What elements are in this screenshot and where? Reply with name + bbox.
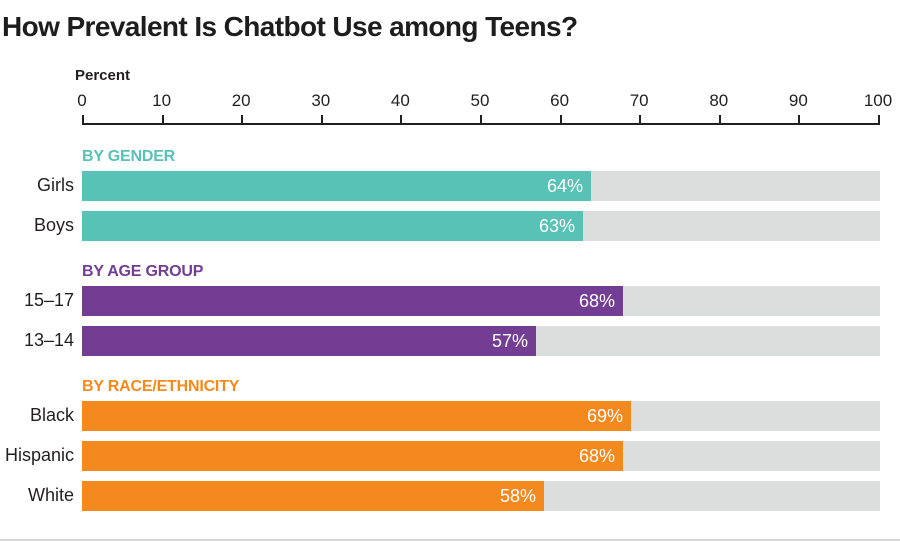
bar-fill: 68% bbox=[82, 286, 623, 316]
chart-title: How Prevalent Is Chatbot Use among Teens… bbox=[2, 11, 578, 42]
axis-tick-mark bbox=[241, 115, 244, 123]
bar-value-label: 68% bbox=[578, 446, 615, 466]
bar-fill: 58% bbox=[82, 481, 544, 511]
bar-value-label: 68% bbox=[578, 291, 615, 311]
axis-tick-mark bbox=[320, 115, 323, 123]
bar-fill: 68% bbox=[82, 441, 623, 471]
axis-tick-label: 10 bbox=[152, 91, 172, 110]
axis-tick-label: 0 bbox=[77, 91, 87, 110]
bar-track: 69% bbox=[82, 401, 880, 431]
axis-tick-mark bbox=[878, 115, 880, 123]
bar-fill: 57% bbox=[82, 326, 536, 356]
axis-tick-mark bbox=[718, 115, 721, 123]
bar-track: 64% bbox=[82, 171, 880, 201]
axis-tick-mark bbox=[480, 115, 482, 123]
axis-line bbox=[82, 123, 880, 125]
bar-track: 68% bbox=[82, 286, 880, 316]
axis-tick-mark bbox=[639, 115, 642, 123]
row-label: Girls bbox=[37, 175, 74, 195]
axis-tick-label: 40 bbox=[390, 91, 410, 110]
axis-tick-mark bbox=[400, 115, 403, 123]
bar-track: 58% bbox=[82, 481, 880, 511]
axis-tick-label: 80 bbox=[709, 91, 729, 110]
row-label: White bbox=[27, 485, 74, 505]
axis-tick-mark bbox=[798, 115, 801, 123]
row-label: Black bbox=[29, 405, 74, 425]
bar-track: 63% bbox=[82, 211, 880, 241]
bar-value-label: 64% bbox=[546, 176, 583, 196]
axis-tick-label: 90 bbox=[788, 91, 808, 110]
axis-tick-mark bbox=[82, 115, 84, 123]
bar-track: 57% bbox=[82, 326, 880, 356]
bar-value-label: 58% bbox=[499, 486, 536, 506]
bottom-divider bbox=[0, 539, 900, 541]
bar-value-label: 69% bbox=[586, 406, 623, 426]
section-header: BY GENDER bbox=[82, 148, 176, 165]
row-label: Hispanic bbox=[4, 445, 74, 465]
section-header: BY AGE GROUP bbox=[82, 263, 204, 280]
row-label: Boys bbox=[33, 215, 74, 235]
axis-unit-label: Percent bbox=[75, 67, 131, 84]
row-label: 13–14 bbox=[23, 330, 74, 350]
axis-tick-label: 50 bbox=[470, 91, 490, 110]
axis-tick-mark bbox=[559, 115, 562, 123]
bar-fill: 63% bbox=[82, 211, 583, 241]
bar-value-label: 63% bbox=[538, 216, 575, 236]
axis-tick-label: 30 bbox=[311, 91, 331, 110]
bar-value-label: 57% bbox=[491, 331, 528, 351]
axis-tick-label: 70 bbox=[629, 91, 649, 110]
bar-track: 68% bbox=[82, 441, 880, 471]
axis-tick-mark bbox=[161, 115, 164, 123]
axis-tick-label: 100 bbox=[863, 91, 893, 110]
section-header: BY RACE/ETHNICITY bbox=[82, 378, 240, 395]
axis-tick-label: 60 bbox=[550, 91, 570, 110]
bar-fill: 64% bbox=[82, 171, 591, 201]
bar-fill: 69% bbox=[82, 401, 631, 431]
row-label: 15–17 bbox=[23, 290, 74, 310]
axis-tick-label: 20 bbox=[231, 91, 251, 110]
